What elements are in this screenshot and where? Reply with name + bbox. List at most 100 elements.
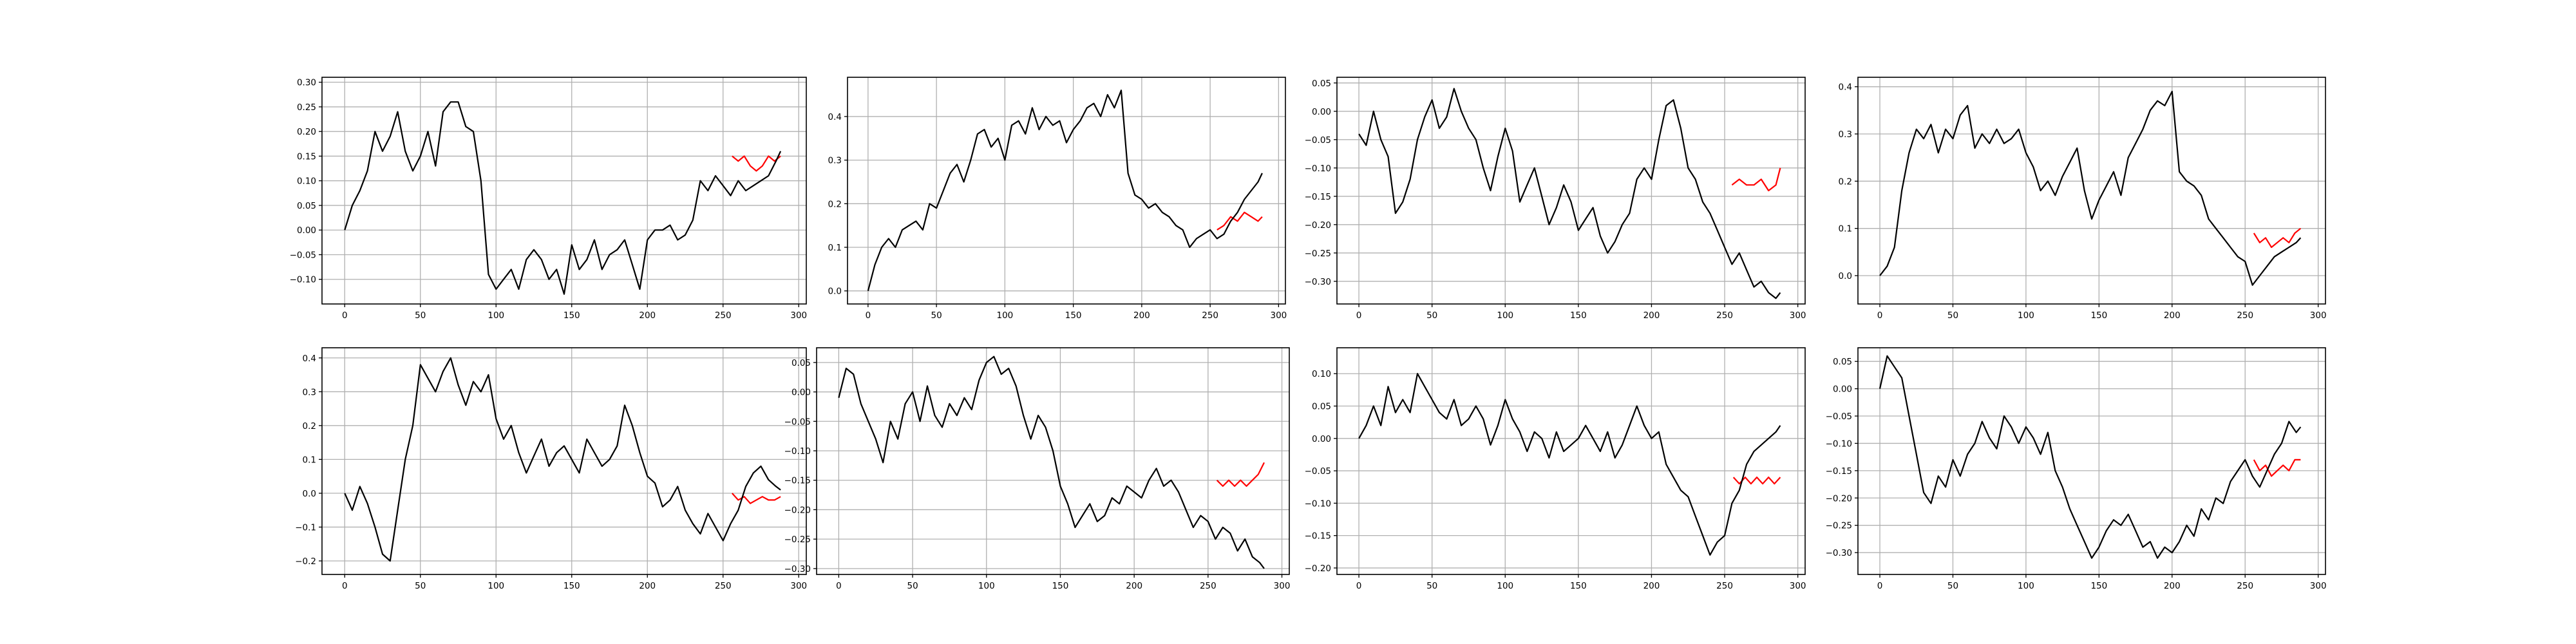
x-tick-label: 200 (2164, 310, 2181, 321)
y-tick-label: 0.05 (297, 201, 316, 211)
actual-series-line (344, 101, 782, 295)
x-tick-label: 50 (415, 310, 426, 321)
y-tick-label: 0.00 (297, 225, 316, 236)
y-tick-label: 0.4 (1839, 82, 1852, 93)
y-tick-label: 0.4 (303, 354, 316, 364)
y-tick-label: −0.10 (1826, 439, 1852, 449)
y-tick-label: 0.1 (1839, 224, 1852, 234)
y-tick-label: −0.05 (784, 417, 811, 427)
x-tick-label: 50 (1426, 581, 1437, 591)
y-tick-label: 0.0 (1839, 271, 1852, 281)
y-tick-label: −0.20 (1826, 493, 1852, 504)
actual-series-line (1358, 88, 1781, 299)
y-tick-label: −0.30 (1826, 548, 1852, 558)
x-tick-label: 100 (2018, 581, 2034, 591)
subplot-5: 0 50 100 150 200 250 300 −0.2 −0.1 0.0 0.1 0.2 0.3 0.… (295, 347, 807, 591)
y-tick-label: 0.0 (303, 489, 316, 499)
predicted-series-line (731, 493, 781, 504)
subplot-1: 0 50 100 150 200 250 300 −0.10 −0.05 0.00 0.05 0.10… (290, 77, 807, 321)
x-tick-label: 0 (342, 310, 348, 321)
predicted-series-line (1731, 167, 1781, 192)
x-tick-label: 0 (1877, 581, 1883, 591)
y-tick-label: −0.20 (1305, 564, 1331, 574)
y-tick-label: 0.4 (828, 112, 842, 122)
x-tick-label: 100 (996, 310, 1013, 321)
x-tick-label: 300 (2310, 581, 2327, 591)
y-tick-label: 0.10 (1312, 369, 1331, 379)
subplot-7: 0 50 100 150 200 250 300 −0.20 −0.15 −0.10 −0.05 0.… (1305, 347, 1806, 591)
x-tick-label: 300 (790, 310, 807, 321)
y-tick-label: 0.00 (791, 388, 811, 398)
y-tick-label: 0.05 (1312, 79, 1331, 89)
y-tick-label: −0.05 (1305, 466, 1331, 477)
axes-frame (321, 347, 807, 575)
y-tick-label: 0.2 (303, 421, 316, 431)
y-tick-label: −0.30 (1305, 277, 1331, 287)
x-tick-label: 100 (1497, 310, 1513, 321)
x-tick-label: 50 (415, 581, 426, 591)
x-tick-label: 150 (1065, 310, 1082, 321)
y-tick-label: 0.05 (1312, 402, 1331, 412)
x-tick-label: 0 (1356, 581, 1362, 591)
predicted-series-line (1216, 462, 1265, 487)
y-tick-label: −0.10 (290, 275, 316, 285)
x-tick-label: 150 (564, 581, 580, 591)
x-tick-label: 50 (907, 581, 918, 591)
x-tick-label: 250 (1716, 581, 1733, 591)
subplot-4: 0 50 100 150 200 250 300 0.0 0.1 0.2 0.3 0.4 (1839, 77, 2327, 321)
y-tick-label: 0.1 (828, 243, 842, 253)
x-tick-label: 150 (1570, 310, 1587, 321)
x-tick-label: 300 (1270, 310, 1287, 321)
y-tick-label: −0.25 (784, 535, 811, 545)
x-tick-label: 300 (1790, 581, 1806, 591)
y-tick-label: 0.0 (828, 287, 842, 297)
y-tick-label: 0.1 (303, 455, 316, 465)
x-tick-label: 100 (488, 581, 504, 591)
x-tick-label: 150 (2090, 310, 2107, 321)
y-tick-label: 0.3 (1839, 129, 1852, 140)
y-tick-label: 0.00 (1312, 434, 1331, 444)
predicted-series-line (2253, 459, 2301, 477)
actual-series-line (1358, 373, 1781, 556)
x-tick-label: 100 (978, 581, 995, 591)
y-tick-label: −0.10 (1305, 498, 1331, 509)
axes-frame (847, 77, 1286, 305)
x-tick-label: 0 (1356, 310, 1362, 321)
y-tick-label: −0.25 (1826, 521, 1852, 531)
x-tick-label: 200 (639, 310, 656, 321)
y-tick-label: −0.2 (295, 556, 316, 567)
x-tick-label: 300 (2310, 310, 2327, 321)
y-tick-label: −0.10 (1305, 164, 1331, 174)
x-tick-label: 250 (1202, 310, 1218, 321)
y-tick-label: 0.30 (297, 78, 316, 88)
subplot-8: 0 50 100 150 200 250 300 −0.30 −0.25 −0.20 −0.15 −0… (1826, 347, 2327, 591)
x-tick-label: 100 (1497, 581, 1513, 591)
x-tick-label: 50 (1947, 581, 1958, 591)
x-tick-label: 0 (836, 581, 842, 591)
x-tick-label: 250 (2237, 310, 2253, 321)
x-tick-label: 200 (2164, 581, 2181, 591)
x-tick-label: 300 (1274, 581, 1291, 591)
x-tick-label: 0 (342, 581, 348, 591)
axes-frame (816, 347, 1290, 575)
x-tick-label: 150 (564, 310, 580, 321)
x-tick-label: 50 (931, 310, 942, 321)
x-tick-label: 150 (1052, 581, 1069, 591)
y-tick-label: −0.25 (1305, 249, 1331, 259)
y-tick-label: 0.00 (1312, 107, 1331, 117)
x-tick-label: 250 (2237, 581, 2253, 591)
x-tick-label: 0 (866, 310, 871, 321)
y-tick-label: −0.15 (1305, 531, 1331, 542)
actual-series-line (1879, 90, 2302, 286)
y-tick-label: −0.05 (1826, 412, 1852, 422)
x-tick-label: 100 (2018, 310, 2034, 321)
subplot-3: 0 50 100 150 200 250 300 −0.30 −0.25 −0.20 −0.15 −0… (1305, 77, 1806, 321)
y-tick-label: −0.10 (784, 446, 811, 457)
y-tick-label: −0.15 (784, 476, 811, 486)
y-tick-label: 0.05 (1833, 357, 1852, 367)
axes-frame (321, 77, 807, 305)
x-tick-label: 150 (2090, 581, 2107, 591)
x-tick-label: 250 (715, 581, 732, 591)
x-tick-label: 200 (639, 581, 656, 591)
